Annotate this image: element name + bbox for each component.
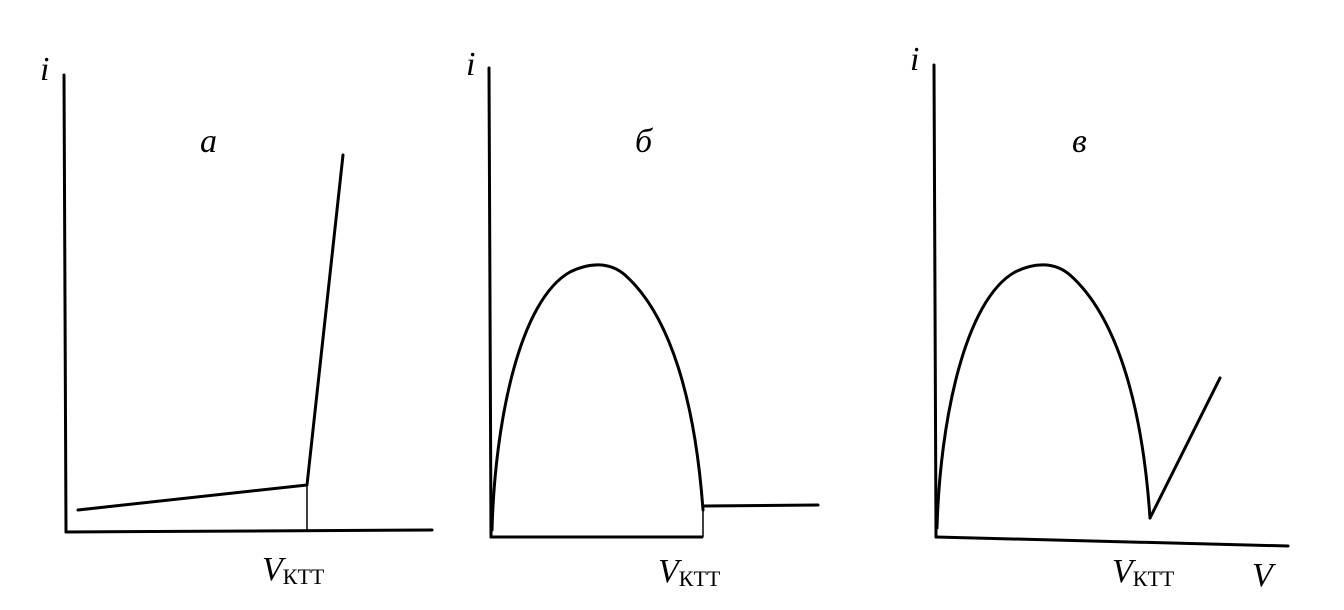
curve — [490, 263, 705, 532]
x-axis — [64, 528, 434, 534]
x-label: V — [1252, 557, 1277, 594]
y-label: i — [40, 51, 49, 88]
panel-b: i б VКТТ — [466, 46, 820, 591]
x-mark-subscript: КТТ — [1133, 566, 1175, 591]
curve-tail — [702, 503, 820, 508]
curve-tail — [1148, 376, 1222, 520]
y-label: i — [910, 41, 919, 78]
x-mark: VКТТ — [1112, 553, 1175, 591]
x-mark-subscript: КТТ — [679, 566, 721, 591]
x-mark: VКТТ — [658, 553, 721, 591]
y-axis — [487, 66, 493, 539]
x-axis — [934, 535, 1290, 548]
panel-letter: б — [635, 123, 654, 160]
y-axis — [932, 63, 938, 539]
panel-letter: в — [1072, 123, 1087, 160]
panel-v: i в VКТТ V — [910, 41, 1290, 594]
y-label: i — [466, 46, 475, 83]
panel-letter: а — [200, 123, 217, 160]
panel-a: i а VКТТ — [40, 51, 434, 589]
x-mark: VКТТ — [262, 551, 325, 589]
curve — [76, 153, 345, 512]
curve — [935, 263, 1152, 530]
x-mark-subscript: КТТ — [283, 564, 325, 589]
y-axis — [62, 73, 68, 534]
